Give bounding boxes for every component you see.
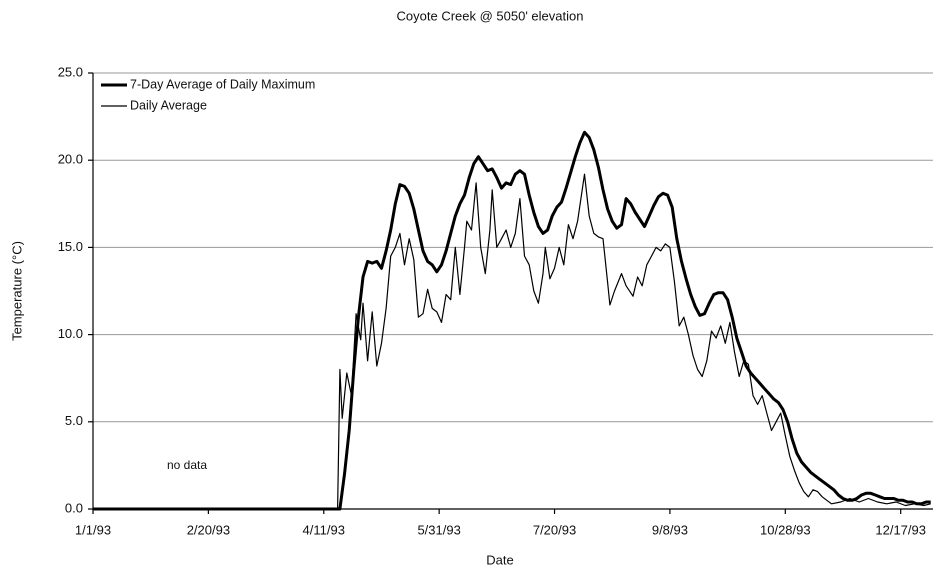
legend-label: 7-Day Average of Daily Maximum	[130, 77, 315, 91]
x-tick-label: 4/11/93	[303, 522, 345, 537]
x-tick-label: 12/17/93	[875, 522, 926, 537]
x-tick-label: 2/20/93	[187, 522, 230, 537]
y-tick-label: 25.0	[58, 64, 83, 79]
series-line	[93, 130, 931, 511]
y-tick-label: 15.0	[58, 239, 83, 254]
x-tick-label: 7/20/93	[533, 522, 576, 537]
chart-title: Coyote Creek @ 5050' elevation	[397, 8, 584, 23]
y-tick-label: 5.0	[65, 413, 83, 428]
series-line	[93, 173, 931, 510]
annotation: no data	[167, 458, 207, 472]
y-tick-label: 10.0	[58, 326, 83, 341]
legend-label: Daily Average	[130, 98, 207, 112]
x-tick-label: 9/8/93	[652, 522, 688, 537]
x-tick-label: 1/1/93	[75, 522, 111, 537]
x-axis-label: Date	[486, 552, 513, 567]
y-tick-label: 0.0	[65, 500, 83, 515]
y-tick-label: 20.0	[58, 152, 83, 167]
y-axis-label: Temperature (°C)	[9, 241, 24, 341]
x-tick-label: 5/31/93	[417, 522, 460, 537]
x-tick-label: 10/28/93	[760, 522, 811, 537]
